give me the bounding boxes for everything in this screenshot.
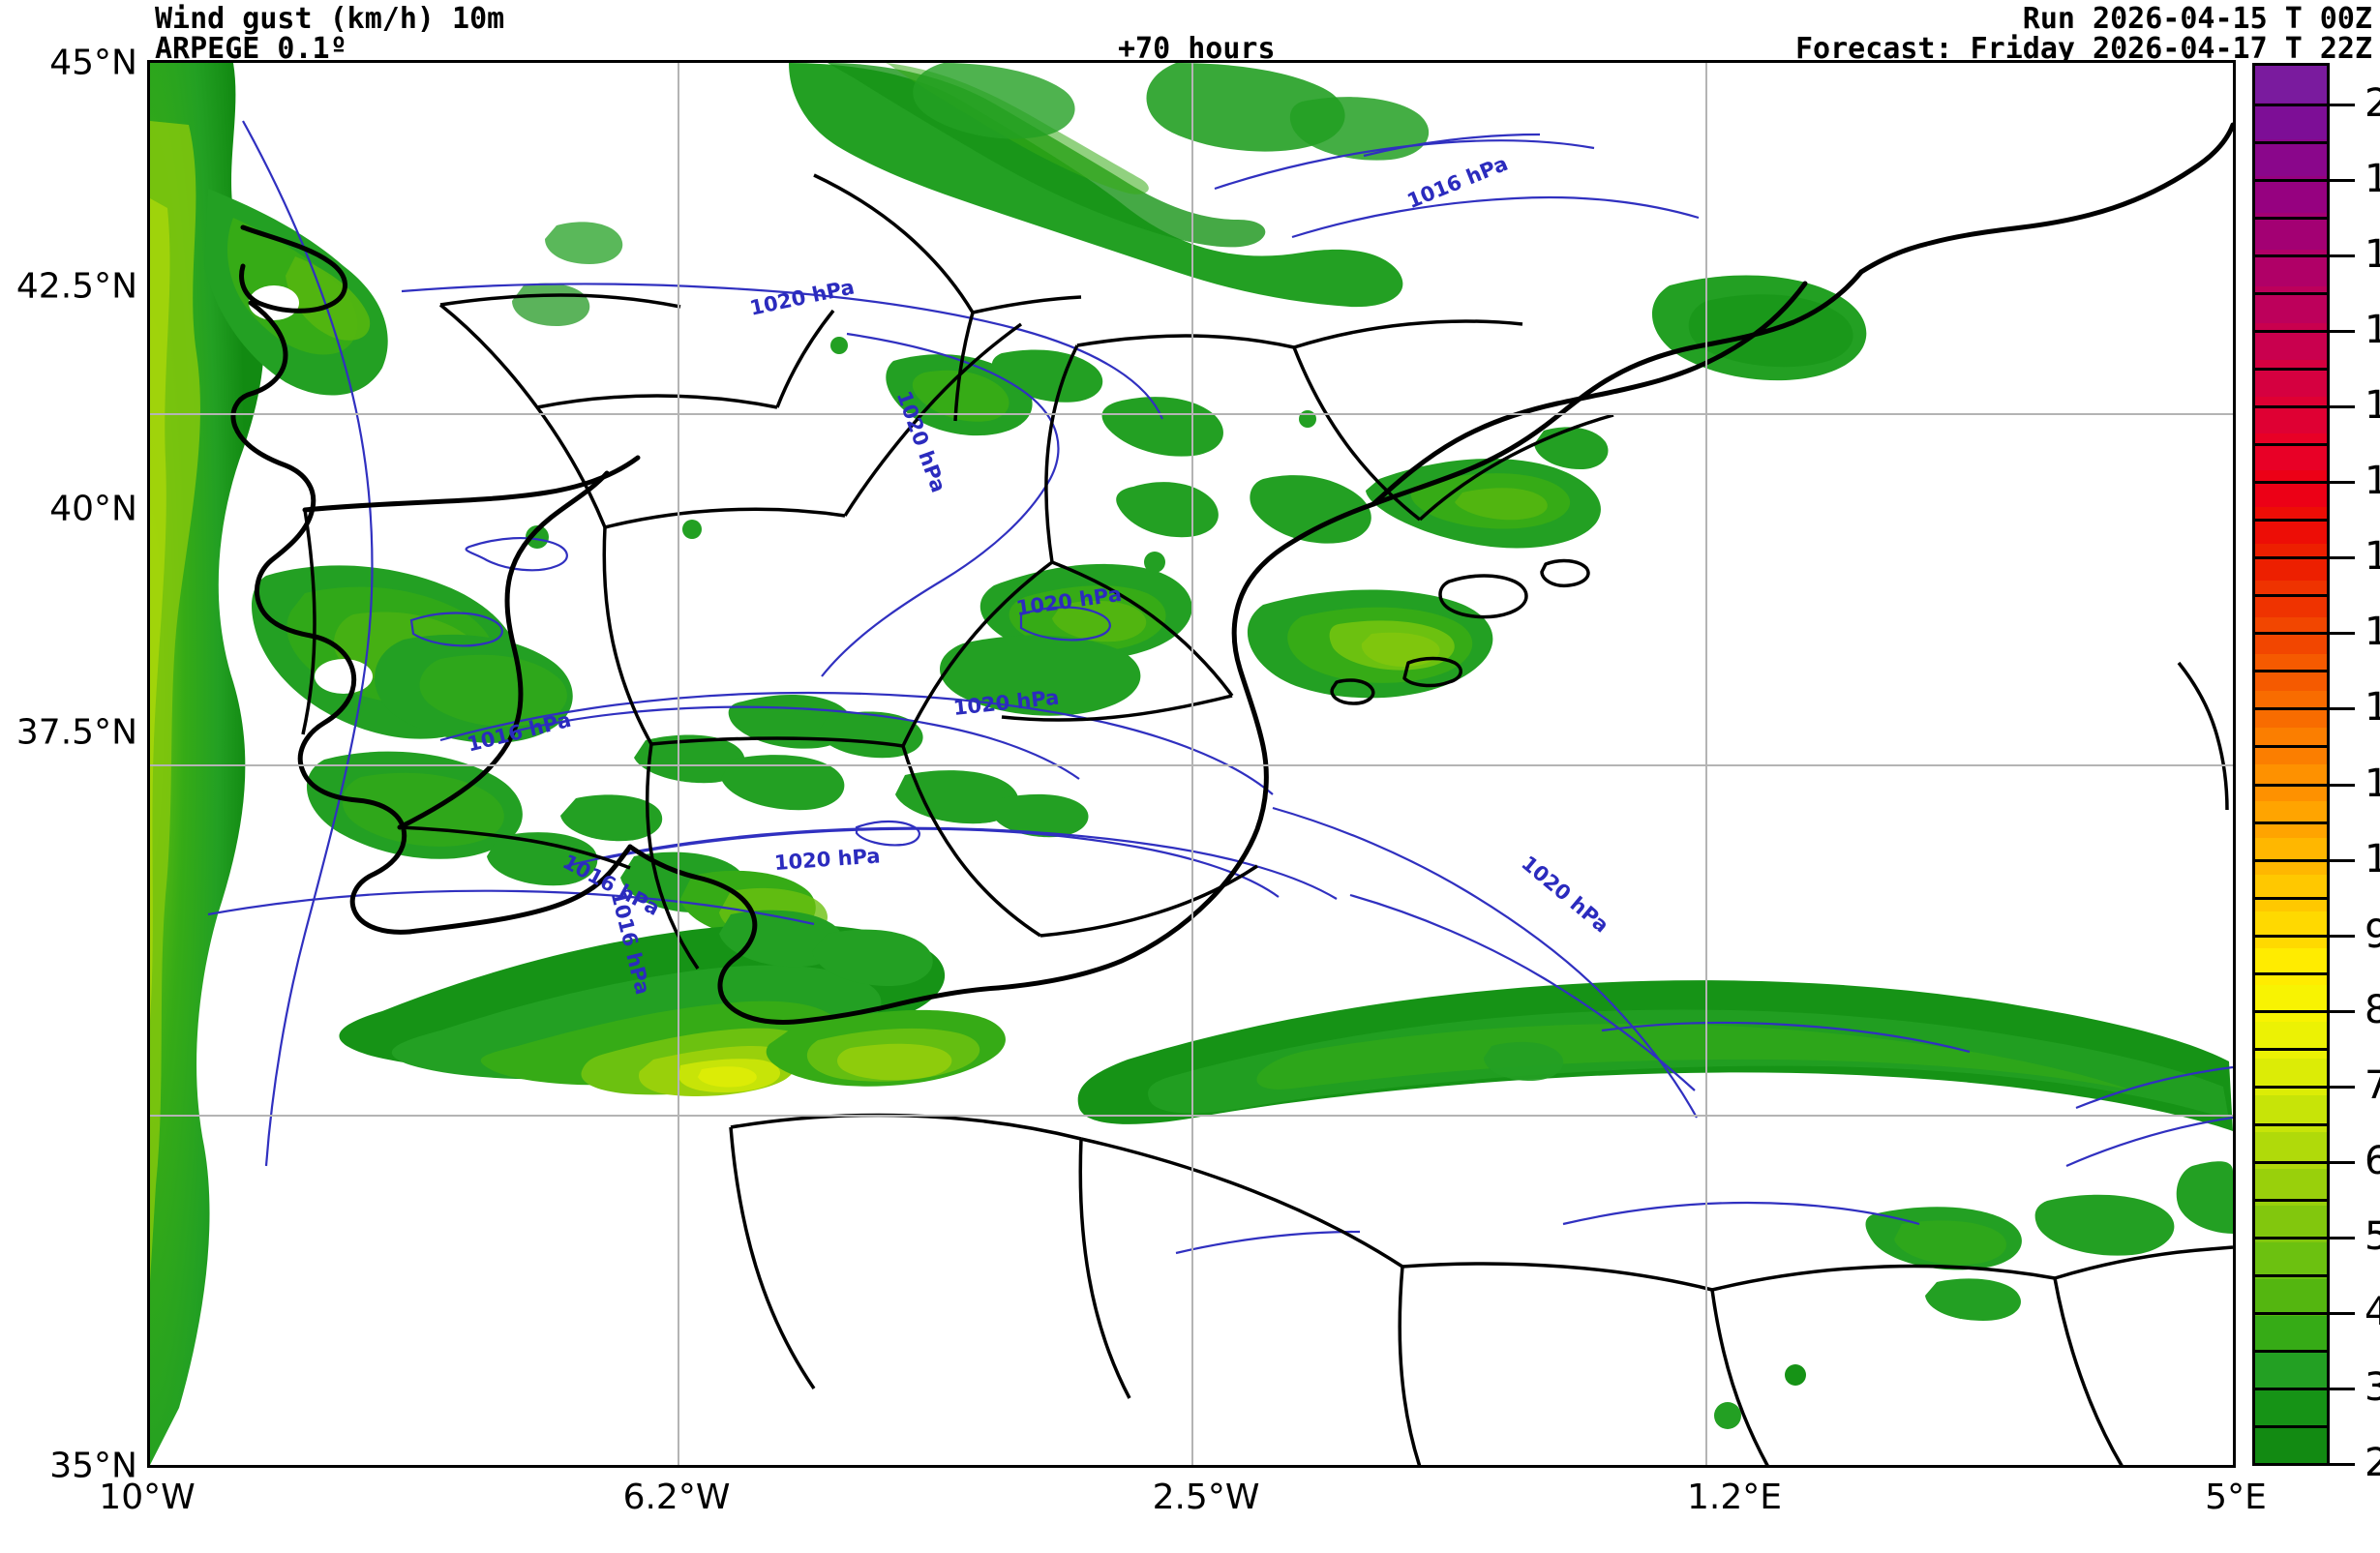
colorbar-major-tick xyxy=(2330,632,2355,636)
y-tick-label: 35°N xyxy=(49,1446,137,1486)
colorbar-major-tick xyxy=(2330,934,2355,938)
graticule-parallel xyxy=(150,763,2233,766)
colorbar-major-tick xyxy=(2330,556,2355,560)
colorbar-segment xyxy=(2255,1242,2327,1279)
colorbar-segment xyxy=(2255,764,2327,801)
colorbar-tick-label: 170 xyxy=(2365,308,2380,353)
colorbar-segment xyxy=(2255,1353,2327,1389)
colorbar-major-tick xyxy=(2330,1387,2355,1390)
x-tick-label: 1.2°E xyxy=(1687,1478,1782,1517)
colorbar-segment xyxy=(2255,1389,2327,1426)
colorbar-tick-label: 160 xyxy=(2365,383,2380,429)
colorbar-segment xyxy=(2255,691,2327,728)
colorbar-major-tick xyxy=(2330,1160,2355,1164)
colorbar-segment xyxy=(2255,66,2327,103)
map-canvas: 1020 hPa 1020 hPa 1020 hPa 1020 hPa 1020 hPa… xyxy=(150,63,2233,1465)
colorbar-tick-label: 200 xyxy=(2365,81,2380,127)
colorbar-tick-label: 30 xyxy=(2365,1364,2380,1410)
colorbar-major-tick xyxy=(2330,1085,2355,1089)
colorbar-major-tick xyxy=(2330,104,2355,107)
colorbar-segment xyxy=(2255,139,2327,176)
colorbar-segment xyxy=(2255,544,2327,581)
header: Wind gust (km/h) 10m ARPEGE 0.1º +70 hou… xyxy=(0,0,2380,66)
colorbar-tick-label: 90 xyxy=(2365,911,2380,957)
colorbar-major-tick xyxy=(2330,330,2355,334)
colorbar-segment xyxy=(2255,470,2327,507)
colorbar-segment xyxy=(2255,838,2327,875)
colorbar-segment xyxy=(2255,1059,2327,1095)
run-time-label: Run 2026-04-15 T 00Z xyxy=(2022,2,2372,36)
colorbar-segment xyxy=(2255,1095,2327,1132)
colorbar-segment xyxy=(2255,617,2327,654)
colorbar-segment xyxy=(2255,1279,2327,1316)
colorbar-major-tick xyxy=(2330,783,2355,787)
colorbar-segment xyxy=(2255,1132,2327,1169)
colorbar-segment xyxy=(2255,911,2327,948)
colorbar-tick-label: 100 xyxy=(2365,836,2380,881)
colorbar-segment xyxy=(2255,581,2327,617)
colorbar-major-tick xyxy=(2330,1236,2355,1239)
colorbar-tick-label: 150 xyxy=(2365,459,2380,504)
colorbar-tick-label: 80 xyxy=(2365,987,2380,1032)
colorbar-major-tick xyxy=(2330,179,2355,183)
y-tick-label: 45°N xyxy=(49,43,137,83)
colorbar-tick-label: 120 xyxy=(2365,685,2380,731)
graticule-parallel xyxy=(150,1114,2233,1117)
x-tick-label: 2.5°W xyxy=(1152,1478,1260,1517)
colorbar-segment xyxy=(2255,213,2327,250)
colorbar-tick-label: 190 xyxy=(2365,157,2380,202)
colorbar-segment xyxy=(2255,286,2327,323)
colorbar-tick-label: 60 xyxy=(2365,1138,2380,1183)
colorbar[interactable] xyxy=(2252,63,2330,1466)
colorbar-gradient xyxy=(2255,66,2327,1463)
colorbar-segment xyxy=(2255,1316,2327,1353)
y-tick-label: 40°N xyxy=(49,489,137,529)
colorbar-segment xyxy=(2255,801,2327,838)
colorbar-segment xyxy=(2255,985,2327,1022)
colorbar-major-tick xyxy=(2330,1463,2355,1466)
colorbar-tick-label: 40 xyxy=(2365,1289,2380,1334)
colorbar-segment xyxy=(2255,250,2327,286)
colorbar-segment xyxy=(2255,1022,2327,1059)
colorbar-major-tick xyxy=(2330,481,2355,485)
colorbar-major-tick xyxy=(2330,858,2355,862)
x-tick-label: 10°W xyxy=(99,1478,196,1517)
colorbar-segment xyxy=(2255,728,2327,764)
x-tick-label: 5°E xyxy=(2205,1478,2267,1517)
colorbar-segment xyxy=(2255,397,2327,433)
colorbar-major-tick xyxy=(2330,405,2355,409)
colorbar-segment xyxy=(2255,875,2327,911)
colorbar-tick-label: 180 xyxy=(2365,232,2380,278)
colorbar-segment xyxy=(2255,433,2327,470)
map-plot-area[interactable]: 1020 hPa 1020 hPa 1020 hPa 1020 hPa 1020 hPa… xyxy=(147,60,2236,1468)
colorbar-major-tick xyxy=(2330,1009,2355,1013)
colorbar-tick-label: 140 xyxy=(2365,534,2380,580)
page-title: Wind gust (km/h) 10m xyxy=(155,2,505,36)
colorbar-segment xyxy=(2255,1206,2327,1242)
y-tick-label: 42.5°N xyxy=(15,266,137,307)
colorbar-segment xyxy=(2255,948,2327,985)
colorbar-tick-label: 20 xyxy=(2365,1441,2380,1485)
colorbar-segment xyxy=(2255,360,2327,397)
colorbar-major-tick xyxy=(2330,1311,2355,1315)
colorbar-tick-label: 130 xyxy=(2365,610,2380,655)
colorbar-segment xyxy=(2255,103,2327,139)
colorbar-major-tick xyxy=(2330,707,2355,711)
colorbar-segment xyxy=(2255,654,2327,691)
colorbar-tick-label: 70 xyxy=(2365,1062,2380,1108)
isobar-contours xyxy=(207,120,2233,1255)
x-tick-label: 6.2°W xyxy=(622,1478,731,1517)
colorbar-segment xyxy=(2255,507,2327,544)
colorbar-segment xyxy=(2255,1426,2327,1463)
colorbar-tick-label: 50 xyxy=(2365,1213,2380,1259)
colorbar-segment xyxy=(2255,1169,2327,1206)
colorbar-segment xyxy=(2255,323,2327,360)
y-tick-label: 37.5°N xyxy=(15,712,137,753)
graticule-parallel xyxy=(150,413,2233,416)
colorbar-tick-label: 110 xyxy=(2365,761,2380,806)
coastline-and-borders xyxy=(230,122,2233,1465)
colorbar-major-tick xyxy=(2330,254,2355,258)
colorbar-segment xyxy=(2255,176,2327,213)
